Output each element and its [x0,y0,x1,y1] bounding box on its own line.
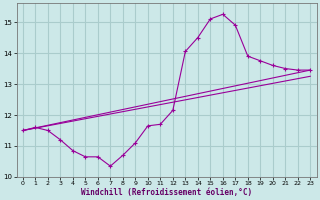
X-axis label: Windchill (Refroidissement éolien,°C): Windchill (Refroidissement éolien,°C) [81,188,252,197]
